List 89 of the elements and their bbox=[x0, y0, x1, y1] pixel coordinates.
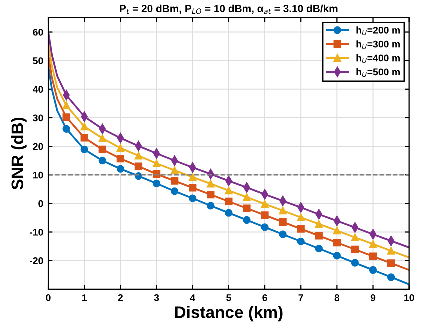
y-tick-label: 50 bbox=[33, 58, 44, 64]
point bbox=[225, 198, 233, 206]
legend-label: h$_{U}$=300 m bbox=[356, 40, 400, 50]
point bbox=[387, 260, 396, 268]
point bbox=[207, 180, 215, 188]
point bbox=[207, 202, 215, 210]
point bbox=[351, 234, 360, 242]
point bbox=[351, 246, 360, 254]
point bbox=[189, 194, 197, 202]
point bbox=[387, 247, 396, 255]
x-tick-label: 7 bbox=[298, 294, 304, 302]
chart-title: P$_{t}$ = 20 dBm, P$_{LO}$ = 10 dBm, α$_{at}$ = 3.10 dB/km bbox=[120, 4, 338, 14]
y-tick-label: 10 bbox=[33, 172, 44, 179]
x-axis-title: Distance (km) bbox=[175, 306, 283, 322]
point bbox=[333, 227, 341, 235]
point bbox=[243, 194, 251, 202]
point bbox=[152, 160, 161, 168]
x-tick-label: 1 bbox=[82, 294, 88, 302]
point bbox=[170, 177, 179, 185]
x-tick-label: 6 bbox=[262, 294, 268, 302]
point bbox=[261, 212, 269, 220]
y-tick-label: 30 bbox=[33, 114, 44, 122]
point bbox=[279, 218, 287, 226]
point bbox=[117, 133, 124, 144]
point bbox=[152, 180, 161, 188]
point bbox=[207, 191, 215, 199]
point bbox=[135, 141, 142, 152]
point bbox=[171, 156, 178, 166]
point bbox=[225, 209, 233, 217]
point bbox=[261, 200, 269, 208]
point bbox=[387, 274, 396, 282]
legend-label: h$_{U}$=400 m bbox=[356, 54, 400, 64]
x-tick-label: 4 bbox=[190, 294, 196, 302]
point bbox=[352, 222, 359, 233]
point bbox=[134, 162, 143, 170]
y-tick-label: -20 bbox=[30, 258, 44, 264]
point bbox=[333, 239, 341, 247]
point bbox=[170, 188, 179, 196]
point bbox=[315, 232, 323, 240]
x-tick-label: 8 bbox=[334, 294, 340, 302]
point bbox=[116, 165, 125, 173]
point bbox=[62, 114, 70, 122]
point bbox=[62, 102, 70, 110]
point bbox=[315, 245, 323, 253]
point bbox=[297, 225, 305, 233]
point bbox=[315, 220, 323, 228]
x-tick-label: 3 bbox=[154, 294, 160, 302]
x-tick-label: 5 bbox=[226, 294, 232, 302]
point bbox=[189, 184, 197, 192]
point bbox=[98, 134, 106, 142]
point bbox=[98, 146, 106, 154]
point bbox=[369, 240, 378, 248]
point bbox=[80, 123, 88, 131]
y-tick-label: 60 bbox=[33, 29, 44, 36]
y-tick-label: -10 bbox=[30, 228, 44, 236]
point bbox=[170, 166, 179, 174]
legend-label: h$_{U}$=200 m bbox=[356, 26, 400, 36]
point bbox=[369, 252, 378, 260]
point bbox=[333, 252, 341, 260]
point bbox=[98, 157, 106, 165]
x-tick-label: 9 bbox=[370, 294, 376, 302]
point bbox=[116, 155, 125, 163]
y-tick-label: 40 bbox=[33, 86, 44, 94]
point bbox=[369, 266, 378, 274]
legend-label: h$_{U}$=500 m bbox=[356, 68, 400, 78]
point bbox=[388, 236, 395, 246]
point bbox=[297, 238, 305, 246]
point bbox=[279, 230, 287, 238]
point bbox=[261, 224, 269, 232]
point bbox=[62, 125, 70, 133]
y-axis-title: SNR (dB) bbox=[11, 118, 27, 190]
point bbox=[189, 174, 197, 182]
point bbox=[80, 146, 88, 154]
point bbox=[243, 204, 251, 212]
point bbox=[243, 216, 251, 224]
point bbox=[153, 148, 160, 159]
x-tick-label: 10 bbox=[404, 294, 414, 302]
x-tick-label: 2 bbox=[118, 294, 124, 302]
point bbox=[297, 214, 305, 222]
y-tick-label: 20 bbox=[33, 143, 44, 150]
y-tick-label: 0 bbox=[38, 200, 44, 208]
point bbox=[279, 207, 287, 215]
point bbox=[116, 144, 125, 152]
x-tick-label: 0 bbox=[46, 294, 51, 302]
point bbox=[80, 134, 88, 142]
point bbox=[351, 259, 360, 267]
point bbox=[334, 216, 341, 226]
point bbox=[134, 152, 143, 160]
point bbox=[225, 187, 233, 195]
